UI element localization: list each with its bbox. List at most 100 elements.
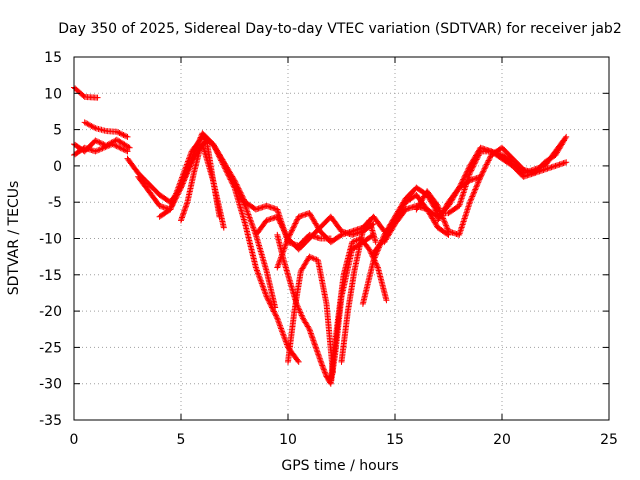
data-point xyxy=(270,308,277,315)
data-point xyxy=(275,216,282,223)
data-point xyxy=(174,191,181,198)
data-point xyxy=(277,220,284,227)
data-point xyxy=(282,230,289,237)
data-points xyxy=(71,84,570,387)
data-point xyxy=(481,165,488,172)
data-point xyxy=(237,189,244,196)
data-point xyxy=(289,227,296,234)
data-point xyxy=(280,332,287,339)
data-point xyxy=(480,166,487,173)
data-point xyxy=(291,223,298,230)
y-tick-label: -20 xyxy=(39,304,62,320)
data-point xyxy=(320,366,327,373)
data-point xyxy=(178,184,184,191)
data-point xyxy=(188,160,195,167)
data-point xyxy=(560,138,567,145)
data-point xyxy=(276,217,283,224)
data-point xyxy=(435,204,442,211)
y-tick-label: 10 xyxy=(44,86,62,102)
data-point xyxy=(350,238,357,245)
data-point xyxy=(233,181,240,188)
data-point xyxy=(274,316,281,323)
series-track-6 xyxy=(135,133,302,365)
data-point xyxy=(180,179,187,186)
x-axis-label: GPS time / hours xyxy=(281,458,398,474)
data-point xyxy=(176,187,183,194)
data-point xyxy=(284,236,291,243)
data-point xyxy=(88,122,95,129)
data-point xyxy=(116,130,123,137)
data-point xyxy=(479,169,486,176)
data-point xyxy=(278,223,285,230)
data-point xyxy=(279,329,286,336)
data-point xyxy=(256,273,263,280)
data-point xyxy=(295,358,302,365)
data-point xyxy=(269,305,276,312)
data-point xyxy=(280,331,287,338)
data-point xyxy=(468,196,475,203)
data-point xyxy=(276,322,283,329)
data-point xyxy=(173,192,180,199)
data-point xyxy=(268,303,275,310)
data-point xyxy=(288,228,295,235)
data-point xyxy=(268,304,275,311)
data-point xyxy=(466,199,473,206)
data-point xyxy=(105,142,112,149)
data-point xyxy=(245,211,252,218)
data-point xyxy=(267,301,274,308)
data-point xyxy=(466,164,473,171)
data-point xyxy=(444,225,451,232)
data-point xyxy=(281,334,288,341)
data-point xyxy=(187,152,194,159)
data-point xyxy=(289,225,296,232)
data-point xyxy=(188,149,195,156)
data-point xyxy=(563,159,570,166)
data-point xyxy=(277,324,284,331)
data-point xyxy=(266,299,273,306)
data-point xyxy=(309,254,316,261)
data-point xyxy=(115,129,122,136)
data-point xyxy=(235,185,242,192)
data-point xyxy=(257,277,264,284)
data-point xyxy=(178,183,185,190)
data-point xyxy=(371,255,378,262)
data-point xyxy=(279,224,286,231)
data-point xyxy=(179,180,186,187)
data-point xyxy=(282,337,289,344)
data-point xyxy=(263,292,270,299)
data-point xyxy=(92,137,99,144)
data-point xyxy=(383,297,390,304)
data-point xyxy=(307,254,314,261)
data-point xyxy=(184,169,191,176)
data-point xyxy=(272,312,279,319)
series-track-20 xyxy=(434,173,484,224)
data-point xyxy=(243,207,250,214)
data-point xyxy=(121,147,128,154)
data-point xyxy=(434,202,441,209)
data-point xyxy=(238,191,245,198)
x-tick-label: 10 xyxy=(279,432,297,448)
data-point xyxy=(243,205,250,212)
data-point xyxy=(169,202,176,209)
y-tick-label: 15 xyxy=(44,50,62,66)
data-point xyxy=(187,151,194,158)
data-point xyxy=(372,239,379,246)
data-point xyxy=(293,219,300,226)
x-tick-label: 5 xyxy=(177,432,186,448)
data-point xyxy=(110,141,117,148)
data-point xyxy=(292,220,299,227)
data-point xyxy=(280,225,287,232)
data-point xyxy=(185,167,192,174)
data-point xyxy=(371,254,378,261)
data-point xyxy=(239,193,246,200)
data-point xyxy=(244,208,251,215)
data-point xyxy=(220,224,227,231)
data-point xyxy=(184,159,191,166)
data-point xyxy=(319,362,326,369)
data-point xyxy=(85,121,92,128)
data-point xyxy=(281,228,288,235)
x-tick-label: 15 xyxy=(386,432,404,448)
data-point xyxy=(440,215,447,222)
data-point xyxy=(278,221,285,228)
data-point xyxy=(95,138,102,145)
